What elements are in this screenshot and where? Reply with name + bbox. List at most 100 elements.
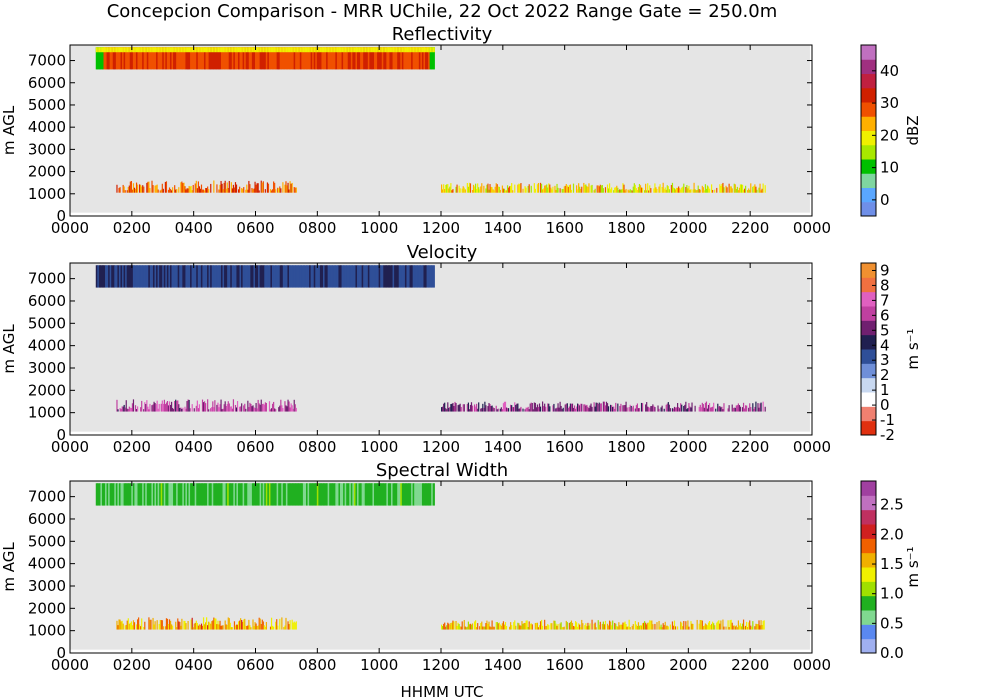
echo-cell bbox=[218, 624, 220, 630]
echo-cell bbox=[350, 47, 353, 53]
echo-cell bbox=[497, 408, 499, 412]
echo-cell bbox=[429, 265, 432, 288]
echo-cell bbox=[222, 625, 224, 630]
echo-cell bbox=[220, 265, 224, 288]
echo-cell bbox=[406, 47, 409, 70]
echo-cell bbox=[271, 483, 275, 506]
echo-cell bbox=[129, 407, 131, 412]
echo-cell bbox=[193, 265, 196, 288]
echo-cell bbox=[649, 408, 651, 412]
echo-cell bbox=[185, 408, 187, 412]
echo-cell bbox=[554, 185, 556, 193]
echo-cell bbox=[149, 188, 151, 193]
echo-cell bbox=[213, 180, 215, 193]
echo-cell bbox=[103, 265, 106, 288]
echo-cell bbox=[574, 621, 577, 630]
echo-cell bbox=[559, 188, 561, 193]
echo-cell bbox=[160, 403, 162, 412]
echo-cell bbox=[179, 407, 181, 412]
echo-cell bbox=[95, 265, 98, 288]
echo-cell bbox=[208, 621, 210, 630]
echo-cell bbox=[209, 622, 211, 630]
echo-cell bbox=[186, 47, 190, 53]
echo-cell bbox=[415, 47, 418, 70]
x-tick-label: 2000 bbox=[669, 219, 707, 237]
echo-cell bbox=[465, 627, 467, 630]
echo-cell bbox=[249, 184, 251, 193]
echo-cell bbox=[610, 189, 612, 193]
echo-cell bbox=[412, 47, 415, 53]
echo-cell bbox=[420, 483, 423, 506]
echo-cell bbox=[167, 623, 170, 630]
echo-cell bbox=[268, 401, 271, 412]
echo-cell bbox=[556, 625, 558, 630]
echo-cell bbox=[336, 483, 340, 506]
echo-cell bbox=[108, 47, 111, 53]
echo-cell bbox=[565, 620, 567, 630]
echo-cell bbox=[151, 265, 154, 288]
colorbar-segment bbox=[861, 481, 876, 496]
colorbar-tick-label: 8 bbox=[880, 276, 890, 294]
echo-cell bbox=[581, 403, 583, 412]
echo-cell bbox=[181, 408, 183, 412]
echo-cell bbox=[418, 265, 421, 288]
echo-cell bbox=[190, 265, 193, 288]
echo-cell bbox=[108, 265, 111, 288]
echo-cell bbox=[611, 187, 613, 193]
echo-cell bbox=[115, 47, 119, 53]
echo-cell bbox=[310, 483, 313, 506]
echo-cell bbox=[199, 625, 202, 630]
echo-cell bbox=[431, 47, 434, 70]
echo-cell bbox=[255, 184, 257, 193]
echo-cell bbox=[261, 47, 264, 70]
echo-cell bbox=[698, 189, 700, 193]
echo-cell bbox=[730, 186, 732, 193]
echo-cell bbox=[202, 265, 205, 288]
echo-cell bbox=[302, 265, 306, 288]
echo-cell bbox=[364, 265, 367, 288]
echo-cell bbox=[381, 47, 384, 53]
echo-cell bbox=[231, 47, 234, 53]
echo-cell bbox=[561, 627, 563, 630]
echo-cell bbox=[227, 47, 230, 70]
echo-cell bbox=[273, 483, 276, 506]
echo-cell bbox=[705, 401, 708, 412]
y-tick-label: 2000 bbox=[28, 599, 66, 617]
echo-cell bbox=[704, 184, 707, 193]
echo-cell bbox=[321, 265, 324, 288]
echo-cell bbox=[315, 47, 318, 70]
echo-cell bbox=[137, 265, 140, 288]
echo-cell bbox=[647, 406, 649, 412]
echo-cell bbox=[114, 483, 117, 506]
echo-cell bbox=[702, 404, 704, 412]
echo-cell bbox=[630, 405, 632, 412]
echo-cell bbox=[514, 402, 516, 412]
echo-cell bbox=[247, 47, 250, 53]
echo-cell bbox=[350, 265, 353, 288]
echo-cell bbox=[541, 625, 544, 630]
echo-cell bbox=[547, 187, 549, 193]
echo-cell bbox=[504, 622, 507, 630]
echo-cell bbox=[340, 47, 343, 53]
echo-cell bbox=[287, 47, 290, 53]
echo-cell bbox=[687, 620, 689, 630]
echo-cell bbox=[673, 188, 676, 193]
echo-cell bbox=[661, 405, 663, 412]
echo-cell bbox=[425, 47, 428, 70]
echo-cell bbox=[625, 401, 627, 412]
x-tick-label: 1600 bbox=[546, 656, 584, 674]
echo-cell bbox=[603, 401, 606, 412]
y-tick-label: 6000 bbox=[28, 292, 66, 310]
echo-cell bbox=[130, 407, 133, 412]
echo-cell bbox=[758, 620, 760, 630]
echo-cell bbox=[248, 483, 251, 506]
echo-cell bbox=[506, 408, 509, 412]
echo-cell bbox=[139, 624, 141, 630]
echo-cell bbox=[111, 47, 114, 53]
echo-cell bbox=[166, 47, 170, 70]
echo-cell bbox=[271, 625, 274, 630]
echo-cell bbox=[625, 188, 627, 193]
colorbar-segment bbox=[861, 173, 876, 188]
echo-cell bbox=[701, 402, 703, 412]
echo-cell bbox=[748, 407, 750, 412]
